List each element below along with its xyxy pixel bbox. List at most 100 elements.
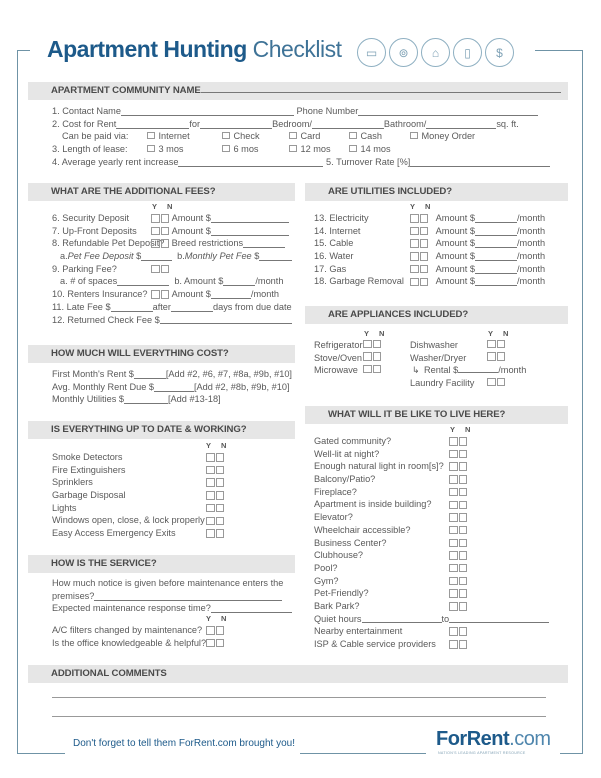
no-checkbox[interactable] bbox=[419, 214, 428, 223]
lease-option-6-mos[interactable]: 6 mos bbox=[222, 143, 259, 156]
rent-for-field[interactable] bbox=[200, 120, 273, 129]
notice-field[interactable] bbox=[94, 592, 283, 601]
response-time-field[interactable] bbox=[210, 604, 292, 614]
no-checkbox[interactable] bbox=[458, 589, 467, 598]
fireplace-yn[interactable] bbox=[449, 487, 467, 497]
pay-option-check[interactable]: Check bbox=[222, 130, 260, 143]
sprinklers-yn[interactable] bbox=[206, 478, 224, 487]
spaces-field[interactable] bbox=[117, 277, 170, 287]
community-name-field[interactable] bbox=[200, 83, 561, 93]
comment-line[interactable] bbox=[52, 716, 546, 717]
yes-checkbox[interactable] bbox=[410, 226, 419, 236]
microwave-yn[interactable] bbox=[363, 364, 381, 374]
no-checkbox[interactable] bbox=[458, 462, 467, 471]
no-checkbox[interactable] bbox=[458, 538, 467, 548]
balcony-patio-yn[interactable] bbox=[449, 475, 467, 484]
no-checkbox[interactable] bbox=[458, 576, 467, 586]
dishwasher-yn[interactable] bbox=[487, 339, 505, 348]
lease-option-14-mos[interactable]: 14 mos bbox=[349, 143, 391, 156]
renters-insurance-yn[interactable] bbox=[151, 290, 169, 299]
yes-checkbox[interactable] bbox=[487, 352, 496, 361]
a-c-filters-changed-by-maintenance-yn[interactable] bbox=[206, 626, 224, 635]
windows-open-close-lock-properly-yn[interactable] bbox=[206, 516, 224, 526]
phone-field[interactable] bbox=[358, 107, 539, 116]
yes-checkbox[interactable] bbox=[206, 491, 215, 500]
15-cable-yn[interactable] bbox=[410, 239, 428, 248]
yes-checkbox[interactable] bbox=[449, 462, 458, 471]
utility-amount-field[interactable] bbox=[475, 252, 517, 261]
no-checkbox[interactable] bbox=[419, 277, 428, 287]
garbage-disposal-yn[interactable] bbox=[206, 491, 224, 500]
isp-cable-service-providers-yn[interactable] bbox=[449, 640, 467, 649]
yes-checkbox[interactable] bbox=[449, 487, 458, 497]
turnover-field[interactable] bbox=[410, 158, 551, 167]
yes-checkbox[interactable] bbox=[449, 576, 458, 586]
yes-checkbox[interactable] bbox=[449, 475, 458, 484]
late-fee-field[interactable] bbox=[110, 303, 153, 312]
cost-field[interactable] bbox=[124, 395, 168, 405]
parking-fee-yn[interactable] bbox=[151, 264, 169, 274]
nearby-entertainment-yn[interactable] bbox=[449, 627, 467, 636]
pay-option-internet[interactable]: Internet bbox=[147, 130, 190, 143]
pet-fee-field[interactable] bbox=[141, 252, 172, 261]
bathroom-field[interactable] bbox=[426, 120, 497, 129]
rent-increase-field[interactable] bbox=[178, 158, 324, 167]
pay-option-cash[interactable]: Cash bbox=[349, 130, 382, 143]
wheelchair-accessible-yn[interactable] bbox=[449, 525, 467, 535]
monthly-pet-fee-field[interactable] bbox=[259, 252, 292, 261]
gated-community-yn[interactable] bbox=[449, 437, 467, 446]
yes-checkbox[interactable] bbox=[206, 516, 215, 526]
yes-checkbox[interactable] bbox=[206, 478, 215, 487]
lease-option-12-mos[interactable]: 12 mos bbox=[289, 143, 331, 156]
pet-deposit-yn[interactable] bbox=[151, 239, 169, 248]
yes-checkbox[interactable] bbox=[410, 277, 419, 287]
utility-amount-field[interactable] bbox=[475, 239, 517, 249]
no-checkbox[interactable] bbox=[458, 487, 467, 497]
yes-checkbox[interactable] bbox=[410, 264, 419, 274]
cost-field[interactable] bbox=[133, 370, 166, 379]
elevator-yn[interactable] bbox=[449, 513, 467, 522]
pay-option-card[interactable]: Card bbox=[289, 130, 320, 143]
no-checkbox[interactable] bbox=[496, 377, 505, 387]
easy-access-emergency-exits-yn[interactable] bbox=[206, 529, 224, 538]
no-checkbox[interactable] bbox=[215, 638, 224, 648]
yes-checkbox[interactable] bbox=[206, 638, 215, 648]
utility-amount-field[interactable] bbox=[475, 277, 517, 287]
no-checkbox[interactable] bbox=[458, 475, 467, 484]
no-checkbox[interactable] bbox=[215, 516, 224, 526]
no-checkbox[interactable] bbox=[215, 465, 224, 475]
no-checkbox[interactable] bbox=[496, 352, 505, 361]
no-checkbox[interactable] bbox=[458, 627, 467, 636]
upfront-deposits-yn[interactable] bbox=[151, 226, 169, 236]
no-checkbox[interactable] bbox=[215, 478, 224, 487]
yes-checkbox[interactable] bbox=[410, 214, 419, 223]
yes-checkbox[interactable] bbox=[449, 602, 458, 611]
yes-checkbox[interactable] bbox=[449, 589, 458, 598]
parking-amount-field[interactable] bbox=[223, 277, 256, 287]
enough-natural-light-in-room-s-yn[interactable] bbox=[449, 462, 467, 471]
no-checkbox[interactable] bbox=[458, 437, 467, 446]
yes-checkbox[interactable] bbox=[449, 500, 458, 510]
no-checkbox[interactable] bbox=[372, 339, 381, 348]
well-lit-at-night-yn[interactable] bbox=[449, 449, 467, 459]
rental-field[interactable] bbox=[458, 364, 499, 374]
no-checkbox[interactable] bbox=[372, 352, 381, 361]
yes-checkbox[interactable] bbox=[410, 252, 419, 261]
no-checkbox[interactable] bbox=[458, 513, 467, 522]
is-the-office-knowledgeable-helpful-yn[interactable] bbox=[206, 638, 224, 648]
yes-checkbox[interactable] bbox=[449, 437, 458, 446]
pet-friendly-yn[interactable] bbox=[449, 589, 467, 598]
16-water-yn[interactable] bbox=[410, 252, 428, 261]
stove-oven-yn[interactable] bbox=[363, 352, 381, 361]
no-checkbox[interactable] bbox=[458, 525, 467, 535]
yes-checkbox[interactable] bbox=[449, 627, 458, 636]
laundry-facility-yn[interactable] bbox=[487, 377, 505, 387]
14-internet-yn[interactable] bbox=[410, 226, 428, 236]
smoke-detectors-yn[interactable] bbox=[206, 453, 224, 462]
no-checkbox[interactable] bbox=[419, 239, 428, 248]
yes-checkbox[interactable] bbox=[206, 626, 215, 635]
yes-checkbox[interactable] bbox=[363, 339, 372, 348]
no-checkbox[interactable] bbox=[215, 529, 224, 538]
yes-checkbox[interactable] bbox=[363, 364, 372, 374]
comment-line[interactable] bbox=[52, 697, 546, 698]
